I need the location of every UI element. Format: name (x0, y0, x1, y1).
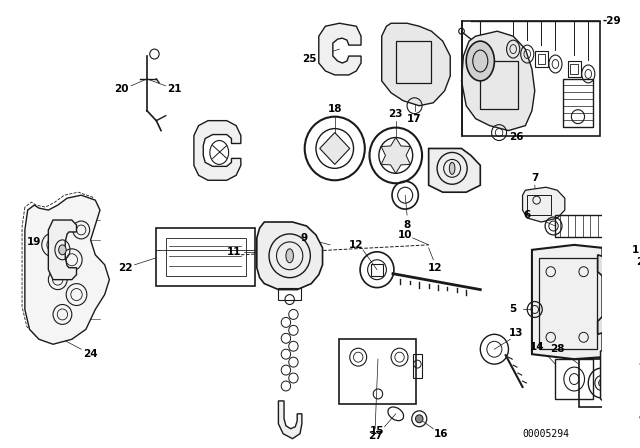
Bar (527, 195, 551, 215)
Bar (535, 51, 548, 67)
Polygon shape (25, 195, 109, 344)
Polygon shape (257, 222, 323, 289)
Text: 18: 18 (328, 104, 342, 114)
Bar (579, 359, 624, 407)
Text: 28: 28 (550, 344, 564, 354)
Text: 5: 5 (509, 305, 516, 314)
Text: 2: 2 (636, 257, 640, 267)
Text: 8: 8 (403, 220, 411, 230)
Text: 3: 3 (638, 357, 640, 367)
Bar (371, 264, 383, 276)
Text: 12: 12 (428, 263, 442, 273)
Polygon shape (278, 401, 302, 439)
Text: 25: 25 (302, 54, 317, 64)
Text: 12: 12 (349, 240, 364, 250)
Polygon shape (461, 31, 535, 130)
Text: 19: 19 (27, 237, 42, 247)
Bar (556, 215, 616, 237)
Text: 13: 13 (509, 328, 524, 338)
Ellipse shape (466, 41, 494, 81)
Text: 22: 22 (118, 263, 132, 273)
Bar (339, 339, 417, 404)
Ellipse shape (286, 249, 293, 263)
Polygon shape (429, 148, 480, 192)
Ellipse shape (598, 379, 604, 387)
Text: 26: 26 (509, 132, 524, 142)
Polygon shape (381, 23, 451, 106)
Bar (461, 21, 600, 136)
Bar (396, 41, 431, 83)
Text: 1: 1 (632, 245, 639, 255)
Polygon shape (319, 23, 361, 75)
Bar (570, 64, 578, 74)
Bar (480, 61, 518, 109)
Bar (413, 354, 422, 378)
Text: 21: 21 (167, 84, 181, 94)
Bar (538, 54, 545, 64)
Bar (563, 79, 593, 127)
Text: 23: 23 (388, 109, 403, 119)
Polygon shape (381, 138, 410, 173)
Text: 17: 17 (407, 114, 422, 124)
Ellipse shape (449, 162, 455, 174)
Bar (538, 258, 596, 349)
Ellipse shape (59, 245, 66, 255)
Text: 16: 16 (434, 429, 448, 439)
Polygon shape (49, 220, 77, 280)
Polygon shape (320, 133, 350, 164)
Bar (166, 238, 246, 276)
Bar (556, 359, 593, 399)
Text: 00005294: 00005294 (522, 429, 570, 439)
Polygon shape (194, 121, 241, 180)
Text: 20: 20 (115, 84, 129, 94)
Polygon shape (532, 245, 602, 359)
Bar (568, 61, 580, 77)
Polygon shape (598, 255, 621, 334)
Circle shape (415, 415, 423, 423)
Text: 4: 4 (638, 412, 640, 422)
Text: 14: 14 (529, 342, 544, 352)
Text: 27: 27 (368, 431, 383, 441)
Bar (278, 288, 301, 300)
Text: 11: 11 (227, 247, 241, 257)
Text: 9: 9 (300, 233, 307, 243)
Polygon shape (600, 347, 628, 407)
Bar (156, 228, 255, 286)
Text: -29: -29 (602, 16, 621, 26)
Polygon shape (522, 187, 565, 222)
Text: 15: 15 (370, 426, 384, 436)
Text: 24: 24 (83, 349, 98, 359)
Text: 6: 6 (524, 210, 531, 220)
Text: 10: 10 (398, 230, 412, 240)
Text: 7: 7 (531, 173, 538, 183)
